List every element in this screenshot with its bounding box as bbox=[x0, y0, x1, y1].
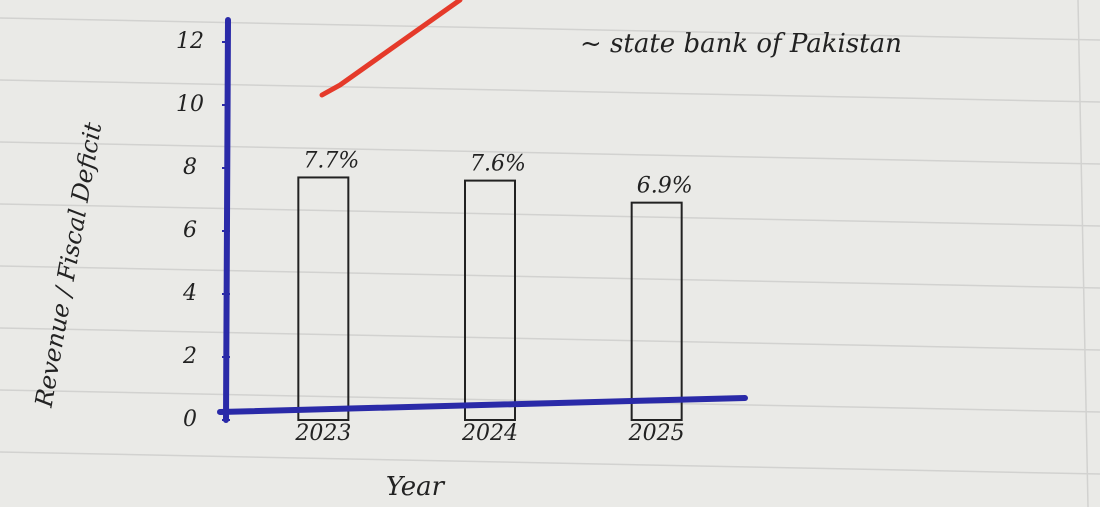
x-tick-label: 2024 bbox=[461, 421, 518, 446]
paper bbox=[0, 0, 1100, 507]
y-tick-label: 2 bbox=[182, 344, 197, 369]
y-tick-label: 0 bbox=[183, 407, 197, 432]
value-label: 6.9% bbox=[637, 174, 693, 199]
x-tick-label: 2025 bbox=[628, 421, 685, 446]
annotation: ~ state bank of Pakistan bbox=[580, 29, 902, 59]
value-label: 7.6% bbox=[470, 152, 526, 177]
y-axis bbox=[226, 20, 228, 420]
y-tick-label: 6 bbox=[183, 218, 197, 243]
y-tick-label: 10 bbox=[176, 92, 204, 117]
y-tick-label: 4 bbox=[182, 281, 197, 306]
x-tick-label: 2023 bbox=[294, 421, 351, 446]
chart: ~ state bank of Pakistan Revenue / Fisca… bbox=[0, 0, 1100, 507]
y-tick-label: 12 bbox=[176, 29, 204, 54]
value-label: 7.7% bbox=[303, 148, 359, 173]
y-tick-label: 8 bbox=[183, 155, 197, 180]
x-axis-label: Year bbox=[386, 472, 446, 502]
